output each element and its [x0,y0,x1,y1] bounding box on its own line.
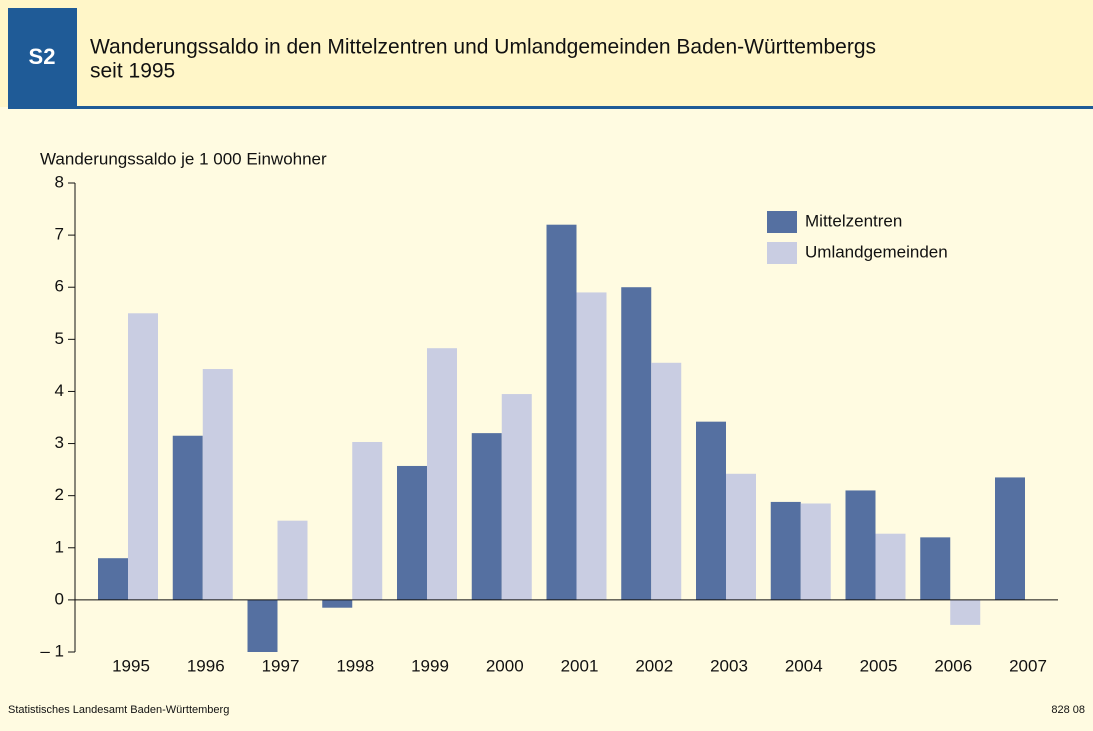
bar [651,362,682,600]
source: Statistisches Landesamt Baden-Württember… [8,704,229,716]
bar [845,490,876,600]
badge: S2 [29,44,56,69]
bar [471,433,502,600]
x-tick-label: 2003 [710,656,748,675]
y-axis-label: Wanderungssaldo je 1 000 Einwohner [40,149,327,168]
y-tick-label: 0 [55,589,64,608]
bar [696,421,726,600]
bar [770,501,801,600]
bar [621,287,652,600]
legend-label: Umlandgemeinden [805,242,948,261]
bar [576,292,607,600]
bar [247,599,278,652]
legend-swatch [767,211,797,233]
x-tick-label: 1999 [411,656,449,675]
x-tick-label: 1996 [187,656,225,675]
x-tick-label: 2000 [486,656,524,675]
bar [322,599,353,608]
bar [546,224,577,600]
x-tick-label: 2006 [934,656,972,675]
x-tick-label: 1995 [112,656,150,675]
x-tick-label: 2007 [1009,656,1047,675]
bar [875,533,906,600]
y-tick-label: 7 [55,225,64,244]
bar [202,369,233,600]
y-tick-label: 6 [55,277,64,296]
chart-title: seit 1995 [90,60,175,83]
bar [277,520,308,600]
y-tick-label: – 1 [40,641,64,660]
bar [352,441,383,600]
bar [501,394,532,600]
y-tick-label: 2 [55,485,64,504]
bar [397,465,427,600]
bar [920,537,951,600]
y-tick-label: 5 [55,329,64,348]
x-tick-label: 2002 [635,656,673,675]
y-tick-label: 1 [55,537,64,556]
header-band [0,0,1093,107]
y-tick-label: 8 [55,172,64,191]
bar [995,477,1025,600]
bar [98,558,128,600]
bar [128,313,158,600]
y-tick-label: 3 [55,433,64,452]
y-tick-label: 4 [55,381,64,400]
bar [427,348,457,600]
x-tick-label: 2004 [785,656,823,675]
x-tick-label: 1997 [262,656,300,675]
x-tick-label: 2001 [561,656,599,675]
chart-title: Wanderungssaldo in den Mittelzentren und… [90,36,876,59]
legend-label: Mittelzentren [805,211,902,230]
code: 828 08 [1051,704,1085,716]
legend-swatch [767,242,797,264]
bar [950,599,981,625]
x-tick-label: 1998 [336,656,374,675]
bar [800,503,831,600]
bar [172,435,203,600]
bar [726,473,756,600]
x-tick-label: 2005 [860,656,898,675]
badge-box [8,8,77,107]
